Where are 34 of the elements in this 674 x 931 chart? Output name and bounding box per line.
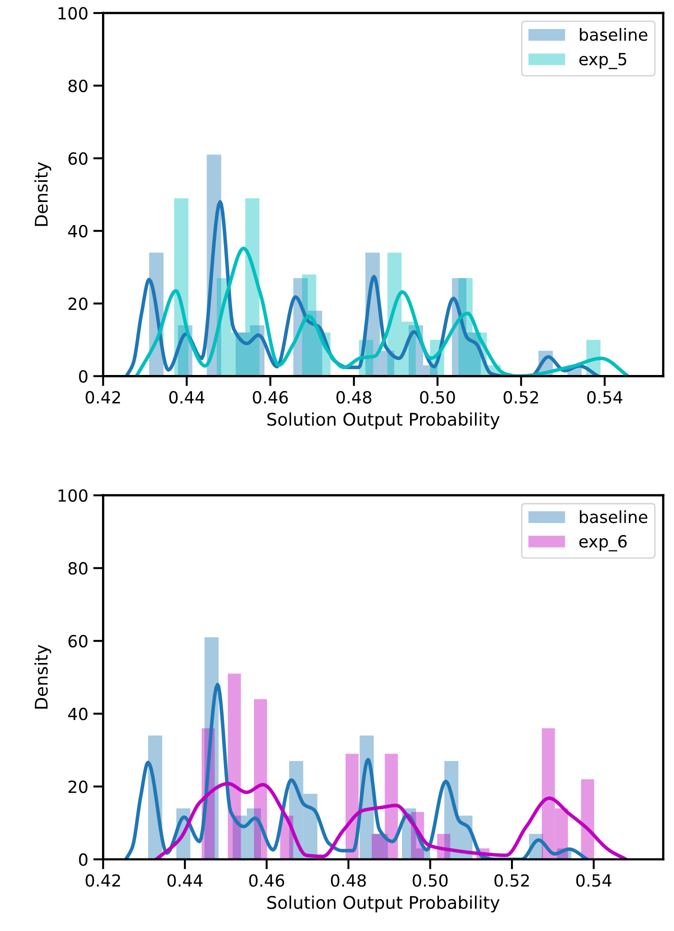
- x-tick-label: 0.52: [504, 391, 538, 404]
- legend-label: exp_5: [579, 53, 626, 70]
- legend-label: exp_6: [579, 535, 627, 552]
- x-tick-label: 0.48: [336, 391, 372, 404]
- x-tick-label: 0.44: [167, 874, 203, 887]
- y-tick-label: 80: [68, 562, 88, 575]
- y-tick-label: 100: [58, 6, 88, 20]
- y-tick-label: 100: [58, 489, 88, 502]
- y-tick-label: 0: [79, 370, 88, 383]
- y-tick-label: 60: [68, 634, 88, 648]
- x-tick-label: 0.50: [420, 391, 455, 404]
- x-tick-label: 0.42: [86, 874, 120, 887]
- x-tick-label: 0.46: [252, 391, 288, 404]
- y-tick-label: 40: [68, 708, 88, 720]
- y-tick-label: 80: [68, 80, 88, 92]
- y-tick-label: 40: [68, 224, 88, 238]
- x-tick-label: 0.42: [86, 391, 120, 404]
- legend-label: baseline: [580, 510, 648, 524]
- legend-label: baseline: [580, 28, 648, 41]
- y-tick-label: 0: [79, 853, 88, 866]
- x-tick-label: 0.44: [169, 391, 204, 404]
- y-axis-title: Density: [34, 644, 52, 709]
- y-tick-label: 20: [68, 297, 88, 310]
- x-tick-label: 0.54: [587, 391, 622, 404]
- x-axis-title: Solution Output Probability: [267, 896, 500, 912]
- x-tick-label: 0.46: [249, 874, 284, 887]
- x-tick-label: 0.50: [412, 874, 448, 887]
- x-tick-label: 0.52: [494, 874, 529, 887]
- x-tick-label: 0.48: [330, 874, 366, 887]
- y-tick-label: 60: [68, 152, 88, 165]
- y-axis-title: Density: [34, 162, 52, 226]
- x-tick-label: 0.54: [576, 874, 612, 887]
- y-tick-label: 20: [68, 780, 88, 794]
- x-axis-title: Solution Output Probability: [267, 412, 500, 430]
